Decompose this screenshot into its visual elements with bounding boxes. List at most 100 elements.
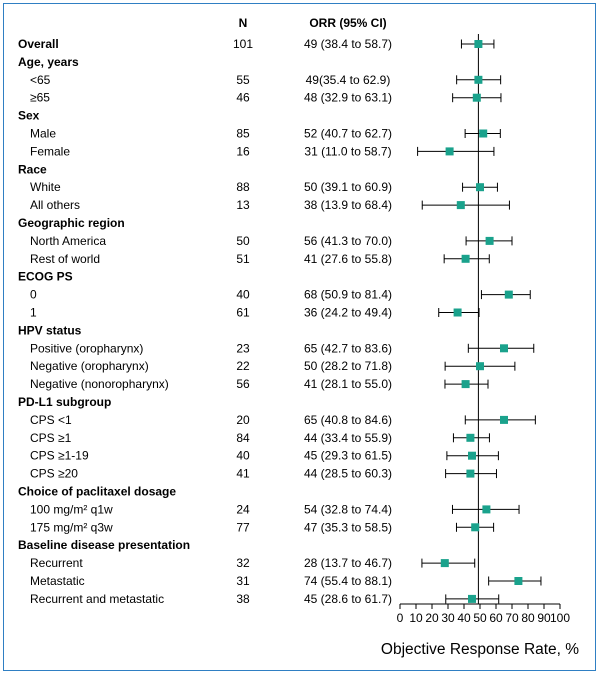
row-label: North America	[30, 234, 106, 248]
row-label: Positive (oropharynx)	[30, 341, 143, 355]
row-n: 56	[236, 377, 250, 391]
x-tick-label: 100	[550, 611, 570, 625]
estimate-marker	[500, 415, 508, 424]
row-label: Metastatic	[30, 574, 85, 588]
chart-frame	[3, 3, 596, 671]
x-axis-label: Objective Response Rate, %	[381, 641, 579, 658]
row-n: 41	[236, 467, 250, 481]
row-orr-ci: 36 (24.2 to 49.4)	[304, 306, 392, 320]
estimate-marker	[472, 93, 481, 102]
row-n: 51	[236, 252, 250, 266]
row-orr-ci: 50 (28.2 to 71.8)	[304, 359, 392, 373]
x-tick-label: 90	[537, 611, 551, 625]
row-label: 0	[30, 288, 37, 302]
row-orr-ci: 45 (29.3 to 61.5)	[304, 449, 392, 463]
x-tick-label: 40	[457, 611, 471, 625]
header-orr: ORR (95% CI)	[309, 16, 386, 30]
row-label: 1	[30, 306, 37, 320]
row-n: 88	[236, 180, 250, 194]
row-n: 40	[236, 449, 250, 463]
row-orr-ci: 48 (32.9 to 63.1)	[304, 91, 392, 105]
estimate-marker	[474, 75, 483, 84]
x-tick-label: 10	[409, 611, 423, 625]
row-orr-ci: 65 (40.8 to 84.6)	[304, 413, 392, 427]
row-label: Negative (nonoropharynx)	[30, 377, 169, 391]
estimate-marker	[514, 577, 523, 585]
estimate-marker	[461, 254, 470, 263]
group-label: HPV status	[18, 323, 82, 337]
group-label: Sex	[18, 109, 40, 123]
row-orr-ci: 68 (50.9 to 81.4)	[304, 288, 392, 302]
row-orr-ci: 56 (41.3 to 70.0)	[304, 234, 392, 248]
row-label: Negative (oropharynx)	[30, 359, 149, 373]
row-n: 20	[236, 413, 250, 427]
x-tick-label: 80	[521, 611, 535, 625]
estimate-marker	[504, 290, 513, 299]
x-tick-label: 30	[441, 611, 455, 625]
row-orr-ci: 44 (33.4 to 55.9)	[304, 431, 392, 445]
row-n: 61	[236, 306, 250, 320]
row-n: 46	[236, 91, 250, 105]
x-tick-label: 20	[425, 611, 439, 625]
row-orr-ci: 47 (35.3 to 58.5)	[304, 520, 392, 534]
row-n: 38	[236, 592, 250, 606]
row-n: 31	[236, 574, 250, 588]
row-n: 40	[236, 288, 250, 302]
estimate-marker	[476, 183, 484, 192]
row-label: <65	[30, 73, 51, 87]
row-n: 77	[236, 520, 250, 534]
estimate-marker	[468, 594, 476, 603]
row-label: Female	[30, 144, 70, 158]
estimate-marker	[468, 451, 476, 460]
x-axis: 0 10 20 30 40 50 60 70 80 90 100	[397, 603, 570, 625]
row-n: 32	[236, 556, 250, 570]
row-label: CPS ≥20	[30, 467, 78, 481]
row-label: CPS ≥1-19	[30, 449, 89, 463]
row-label: Rest of world	[30, 252, 100, 266]
row-label: 175 mg/m² q3w	[30, 520, 113, 534]
row-n: 24	[236, 502, 250, 516]
row-orr-ci: 54 (32.8 to 74.4)	[304, 502, 392, 516]
header-n: N	[239, 16, 248, 30]
row-label: All others	[30, 198, 80, 212]
row-n: 55	[236, 73, 250, 87]
estimate-marker	[479, 129, 488, 138]
forest-rows: Overall 101 49 (38.4 to 58.7) Age, years <65…	[18, 34, 542, 606]
estimate-marker	[461, 380, 470, 389]
group-label: Choice of paclitaxel dosage	[18, 485, 176, 499]
row-label: White	[30, 180, 61, 194]
estimate-marker	[466, 433, 475, 442]
estimate-marker	[440, 559, 449, 568]
group-label: PD-L1 subgroup	[18, 395, 111, 409]
estimate-marker	[485, 236, 494, 245]
x-tick-label: 50	[473, 611, 487, 625]
row-label: Recurrent	[30, 556, 83, 570]
estimate-marker	[482, 505, 491, 514]
estimate-marker	[466, 469, 475, 478]
x-tick-label: 60	[489, 611, 503, 625]
row-label: ≥65	[30, 91, 50, 105]
row-orr-ci: 41 (28.1 to 55.0)	[304, 377, 392, 391]
row-n: 101	[233, 37, 253, 51]
row-n: 13	[236, 198, 250, 212]
row-n: 84	[236, 431, 250, 445]
x-tick-label: 70	[505, 611, 519, 625]
row-label: 100 mg/m² q1w	[30, 502, 113, 516]
row-label: Male	[30, 127, 56, 141]
row-n: 22	[236, 359, 250, 373]
row-orr-ci: 65 (42.7 to 83.6)	[304, 341, 392, 355]
group-label: Age, years	[18, 55, 79, 69]
group-label: Race	[18, 162, 47, 176]
row-orr-ci: 41 (27.6 to 55.8)	[304, 252, 392, 266]
row-orr-ci: 49 (38.4 to 58.7)	[304, 37, 392, 51]
estimate-marker	[500, 344, 508, 353]
group-label: ECOG PS	[18, 270, 73, 284]
row-label: Overall	[18, 37, 59, 51]
row-orr-ci: 44 (28.5 to 60.3)	[304, 467, 392, 481]
row-orr-ci: 38 (13.9 to 68.4)	[304, 198, 392, 212]
estimate-marker	[445, 147, 454, 156]
row-orr-ci: 28 (13.7 to 46.7)	[304, 556, 392, 570]
x-tick-label: 0	[397, 611, 404, 625]
estimate-marker	[474, 40, 483, 48]
